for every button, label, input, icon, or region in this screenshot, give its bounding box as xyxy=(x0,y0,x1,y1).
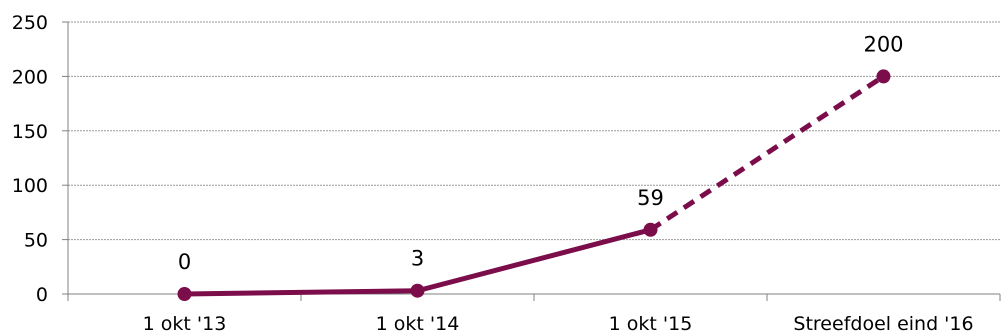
series-segment xyxy=(416,227,652,294)
data-label: 3 xyxy=(411,247,424,271)
data-point xyxy=(410,283,425,298)
x-tick-label: 1 okt '13 xyxy=(143,313,227,334)
x-tick-label: 1 okt '15 xyxy=(609,313,693,334)
data-point xyxy=(177,287,192,301)
data-labels: 0 3 59 200 xyxy=(178,32,904,274)
gridlines xyxy=(68,21,1000,241)
series-segment xyxy=(184,288,418,297)
y-tick-label: 200 xyxy=(12,66,48,88)
x-tick-label: Streefdoel eind '16 xyxy=(793,313,973,334)
x-tick-label: 1 okt '14 xyxy=(376,313,460,334)
data-label: 59 xyxy=(637,186,664,210)
x-tick-labels: 1 okt '13 1 okt '14 1 okt '15 Streefdoel ei… xyxy=(143,313,974,334)
data-points xyxy=(177,69,891,301)
data-label: 200 xyxy=(863,32,903,56)
x-axis-ticks xyxy=(67,294,1001,301)
data-label: 0 xyxy=(178,250,191,274)
y-tick-label: 150 xyxy=(12,121,48,143)
series xyxy=(184,74,885,297)
y-tick-label: 0 xyxy=(36,284,48,306)
data-point xyxy=(643,222,658,237)
y-tick-label: 250 xyxy=(12,12,48,34)
axes xyxy=(62,21,1001,301)
y-tick-labels: 0 50 100 150 200 250 xyxy=(12,12,48,306)
data-point xyxy=(876,69,891,84)
y-tick-label: 100 xyxy=(12,175,48,197)
series-segment-dashed xyxy=(649,74,885,232)
y-tick-label: 50 xyxy=(24,230,48,252)
